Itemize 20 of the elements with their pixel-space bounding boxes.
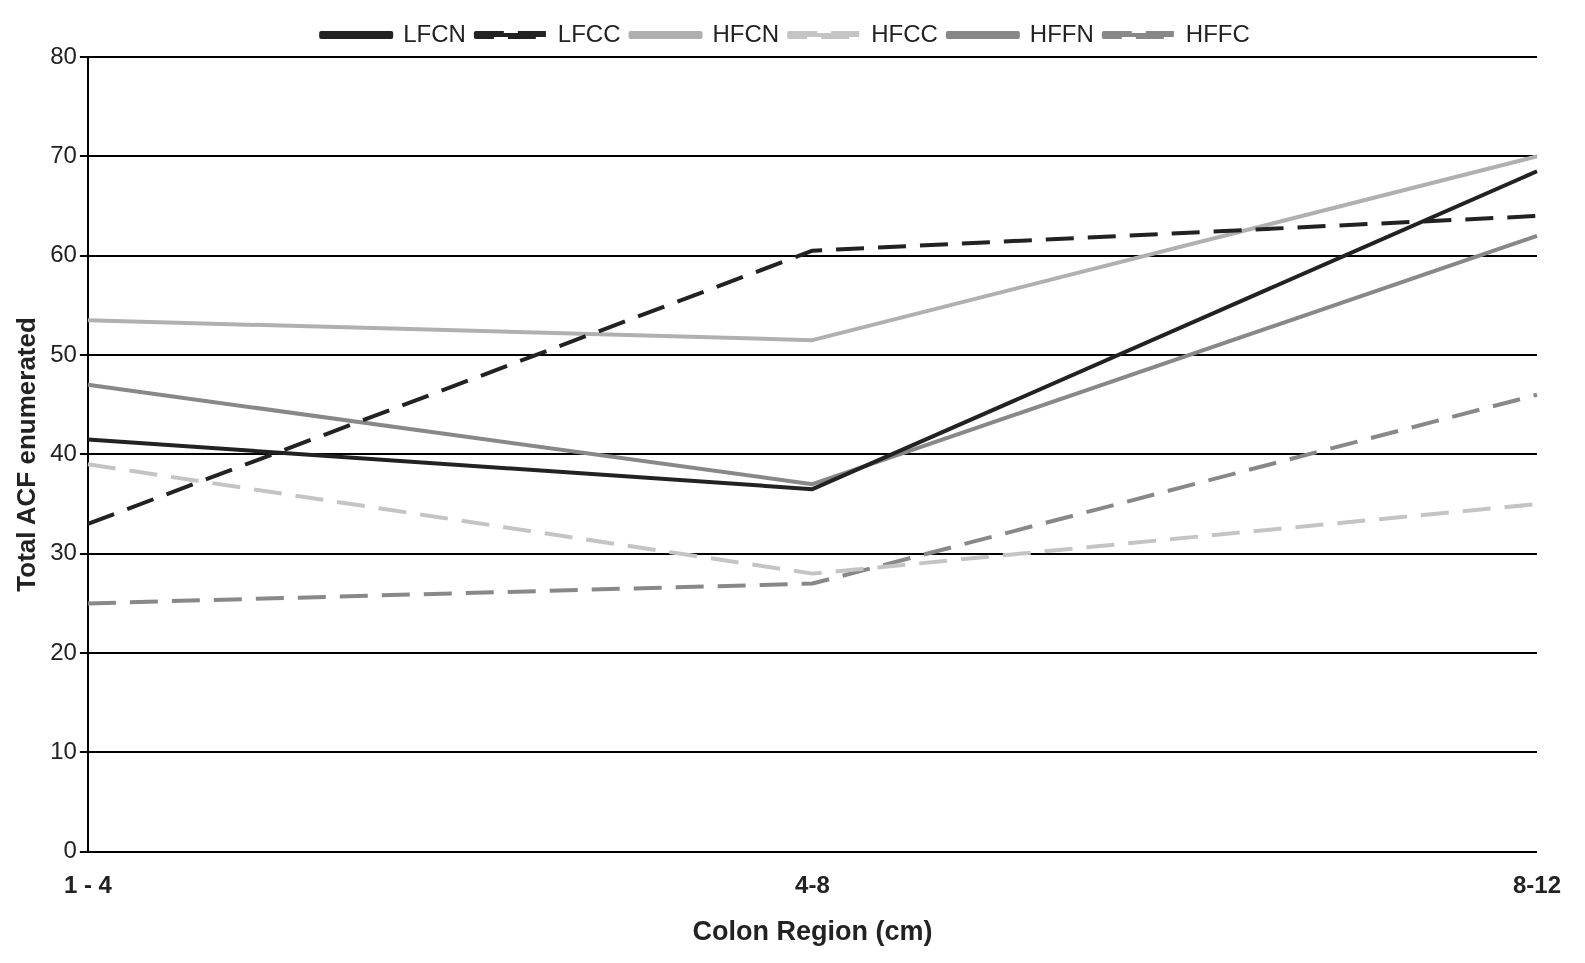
y-tick-label: 70	[50, 140, 77, 168]
y-tick-label: 0	[63, 836, 77, 864]
y-axis-title: Total ACF enumerated	[10, 317, 41, 592]
legend-label: LFCC	[557, 19, 621, 47]
legend-label: HFFC	[1185, 19, 1250, 47]
y-tick-label: 50	[50, 339, 77, 367]
y-tick-label: 40	[50, 439, 77, 467]
y-tick-label: 20	[50, 637, 77, 665]
legend-label: LFCN	[403, 19, 466, 47]
legend-label: HFFN	[1029, 19, 1094, 47]
x-tick-label: 4-8	[795, 870, 830, 898]
y-tick-label: 80	[50, 41, 77, 69]
y-tick-label: 30	[50, 538, 77, 566]
legend-label: HFCC	[871, 19, 938, 47]
x-tick-label: 1 - 4	[63, 870, 113, 898]
y-tick-label: 10	[50, 737, 77, 765]
y-tick-label: 60	[50, 240, 77, 268]
x-axis-title: Colon Region (cm)	[692, 916, 933, 947]
x-tick-label: 8-12	[1512, 870, 1562, 898]
legend-label: HFCN	[712, 19, 780, 47]
